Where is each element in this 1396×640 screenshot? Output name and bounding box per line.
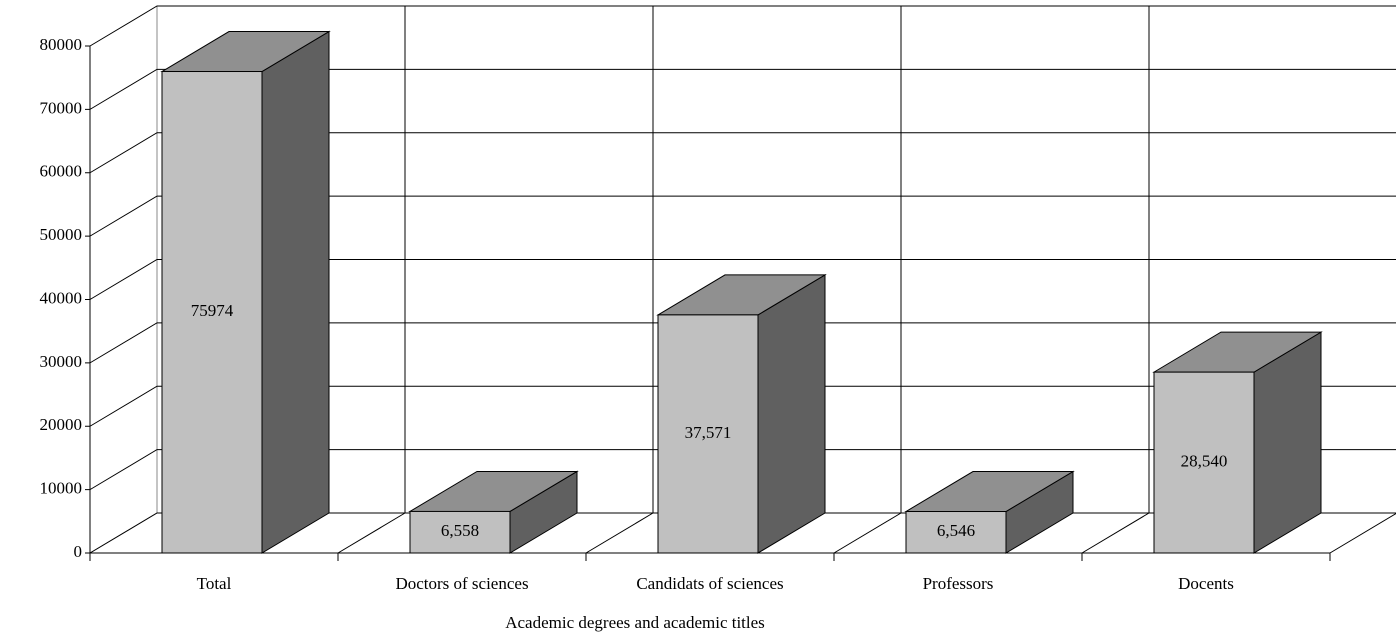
floor-divider xyxy=(1081,512,1150,554)
data-label: 37,571 xyxy=(685,423,732,442)
y-tick-label: 50000 xyxy=(40,225,83,244)
y-tick-label: 80000 xyxy=(40,35,83,54)
grid-line xyxy=(89,68,1396,110)
grid-line xyxy=(89,5,1396,47)
y-tick-label: 30000 xyxy=(40,352,83,371)
floor-divider xyxy=(833,512,902,554)
data-label: 6,546 xyxy=(937,521,975,540)
y-tick-label: 70000 xyxy=(40,98,83,117)
grid-line xyxy=(89,322,1396,364)
x-tick-label: Total xyxy=(197,574,232,593)
x-axis-label: Academic degrees and academic titles xyxy=(505,613,765,632)
grid-line xyxy=(89,132,1396,174)
data-label: 6,558 xyxy=(441,521,479,540)
data-label: 75974 xyxy=(191,301,234,320)
grid-line xyxy=(89,195,1396,237)
bar xyxy=(1153,371,1255,554)
bar xyxy=(161,71,263,554)
grid-line xyxy=(89,385,1396,427)
grid-line xyxy=(89,449,1396,491)
floor-divider xyxy=(337,512,406,554)
data-label: 28,540 xyxy=(1181,451,1228,470)
y-tick-label: 60000 xyxy=(40,162,83,181)
bar-side xyxy=(757,274,826,554)
bar xyxy=(657,314,759,554)
bar xyxy=(409,510,511,554)
y-tick-label: 20000 xyxy=(40,415,83,434)
x-tick-label: Professors xyxy=(923,574,994,593)
y-tick-label: 0 xyxy=(74,542,83,561)
x-tick-label: Doctors of sciences xyxy=(395,574,528,593)
x-tick-label: Candidats of sciences xyxy=(636,574,783,593)
floor-divider xyxy=(585,512,654,554)
bar xyxy=(905,511,1007,554)
y-tick-label: 10000 xyxy=(40,479,83,498)
bar-side xyxy=(261,30,330,554)
grid-line xyxy=(89,259,1396,300)
y-tick-label: 40000 xyxy=(40,288,83,307)
x-tick-label: Docents xyxy=(1178,574,1234,593)
